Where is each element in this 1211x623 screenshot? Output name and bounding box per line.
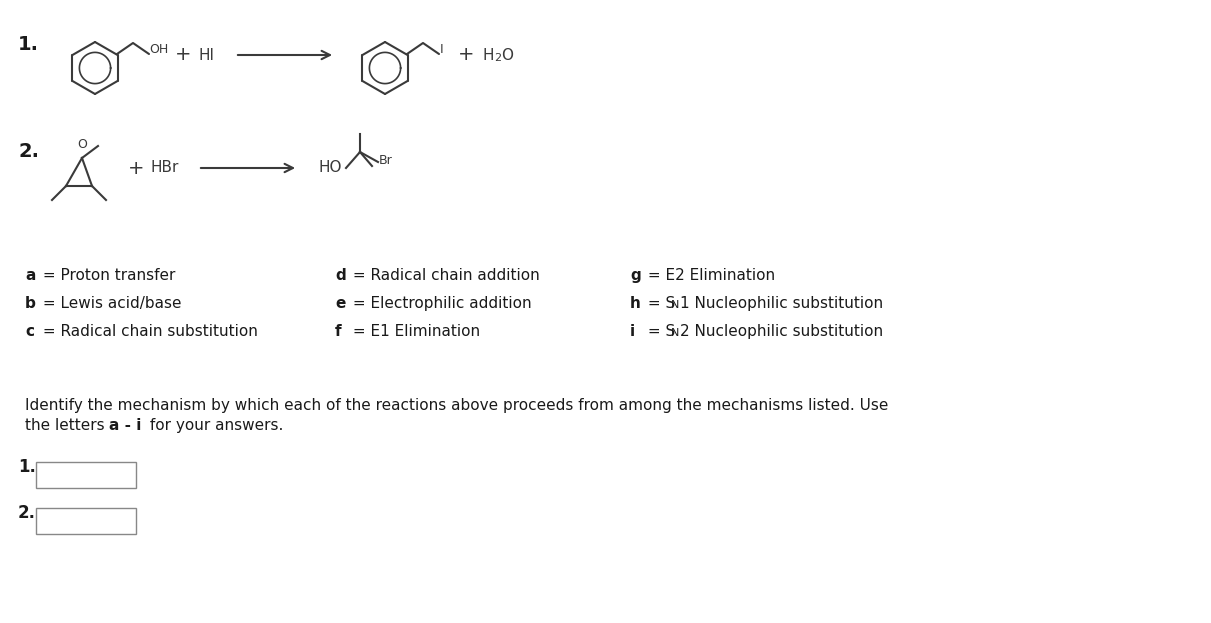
Text: Br: Br	[379, 155, 392, 168]
Text: = S: = S	[643, 296, 676, 311]
Text: 2.: 2.	[18, 142, 39, 161]
Text: = E1 Elimination: = E1 Elimination	[348, 324, 480, 339]
Text: = S: = S	[643, 324, 676, 339]
Text: = E2 Elimination: = E2 Elimination	[643, 268, 775, 283]
Text: g: g	[630, 268, 641, 283]
Text: +: +	[458, 45, 475, 65]
Text: h: h	[630, 296, 641, 311]
Text: = Radical chain substitution: = Radical chain substitution	[38, 324, 258, 339]
Text: 1.: 1.	[18, 458, 36, 476]
Text: c: c	[25, 324, 34, 339]
Text: 1.: 1.	[18, 35, 39, 54]
Text: 2 Nucleophilic substitution: 2 Nucleophilic substitution	[681, 324, 883, 339]
Text: Identify the mechanism by which each of the reactions above proceeds from among : Identify the mechanism by which each of …	[25, 398, 889, 413]
Text: b: b	[25, 296, 36, 311]
Text: f: f	[335, 324, 342, 339]
Text: HBr: HBr	[150, 161, 178, 176]
Text: a: a	[25, 268, 35, 283]
Text: a - i: a - i	[109, 418, 142, 433]
Text: d: d	[335, 268, 346, 283]
FancyBboxPatch shape	[36, 462, 136, 488]
Text: I: I	[440, 43, 443, 56]
Text: +: +	[128, 158, 144, 178]
Text: N: N	[671, 300, 679, 310]
Text: 2: 2	[494, 53, 501, 63]
Text: O: O	[78, 138, 87, 151]
Text: +: +	[176, 45, 191, 65]
FancyBboxPatch shape	[36, 508, 136, 534]
Text: = Electrophilic addition: = Electrophilic addition	[348, 296, 532, 311]
Text: the letters: the letters	[25, 418, 109, 433]
Text: = Proton transfer: = Proton transfer	[38, 268, 176, 283]
Text: N: N	[671, 328, 679, 338]
Text: 2.: 2.	[18, 504, 36, 522]
Text: H: H	[482, 47, 494, 62]
Text: O: O	[501, 47, 513, 62]
Text: OH: OH	[149, 43, 168, 56]
Text: HI: HI	[199, 47, 214, 62]
Text: i: i	[630, 324, 635, 339]
Text: 1 Nucleophilic substitution: 1 Nucleophilic substitution	[681, 296, 883, 311]
Text: = Radical chain addition: = Radical chain addition	[348, 268, 540, 283]
Text: e: e	[335, 296, 345, 311]
Text: = Lewis acid/base: = Lewis acid/base	[38, 296, 182, 311]
Text: HO: HO	[318, 161, 342, 176]
Text: for your answers.: for your answers.	[145, 418, 283, 433]
